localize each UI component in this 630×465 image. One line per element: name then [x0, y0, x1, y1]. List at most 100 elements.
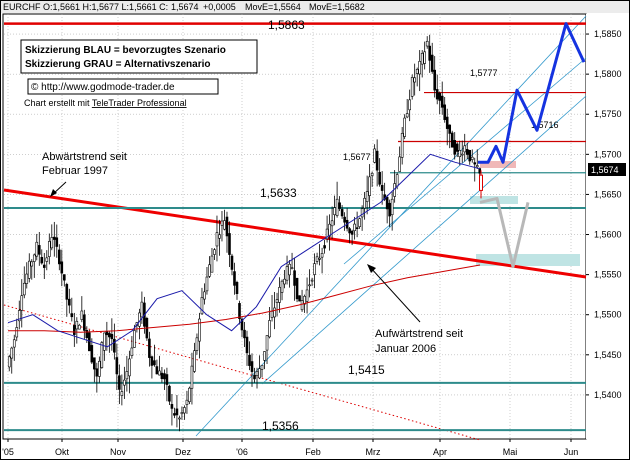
candle-body — [433, 69, 437, 91]
candle-body — [460, 153, 464, 156]
candle-body — [60, 261, 64, 274]
candle-body — [270, 311, 274, 318]
candle-body — [210, 255, 214, 273]
candle-body — [283, 278, 286, 285]
candle-body — [22, 282, 26, 296]
candle-body — [88, 332, 91, 352]
header-strip — [1, 1, 629, 13]
x-tick-label: '06 — [236, 447, 248, 457]
candle-body — [245, 336, 249, 354]
x-tick-label: Dez — [175, 447, 192, 457]
y-tick-label: 1,5800 — [594, 69, 622, 79]
candle-body — [363, 197, 366, 209]
candle-body — [365, 191, 369, 202]
candle-body — [85, 329, 89, 339]
level-label: 1,5415 — [348, 363, 385, 377]
x-tick-label: '05 — [2, 447, 14, 457]
header-symbol: EURCHF O:1,5661 H:1,5677 L:1,5661 C: — [3, 2, 168, 12]
candle-body — [455, 143, 459, 152]
candle-body — [278, 287, 281, 303]
candle-body — [125, 371, 129, 380]
candle-body — [178, 417, 181, 420]
candle-body — [430, 54, 434, 72]
candle-body — [250, 361, 254, 372]
scenario-gray-path — [479, 196, 530, 269]
candle-body — [445, 116, 449, 129]
candle-body — [273, 307, 276, 318]
credit-prefix: Chart erstellt mit — [24, 98, 92, 108]
candle-body — [378, 171, 381, 185]
candle-body — [205, 276, 209, 292]
candle-body — [280, 280, 284, 293]
candle-body — [7, 356, 11, 368]
candle-body — [160, 372, 164, 379]
candle-body — [450, 132, 454, 148]
uptrend-arrow-shaft — [369, 266, 421, 323]
candle-body — [155, 366, 159, 375]
candle-body — [113, 338, 116, 353]
candle-body — [230, 255, 234, 270]
candle-body — [435, 89, 439, 100]
candle-body — [405, 113, 409, 118]
candle-body — [298, 295, 301, 302]
candle-body — [340, 209, 344, 217]
candle-body — [315, 256, 319, 262]
candle-body — [218, 234, 221, 239]
candle-body-last — [479, 174, 483, 191]
horizontal-levels: 1,5863 1,5777 1,5716 1,5677 1,5633 1,5415 1,53… — [4, 18, 586, 433]
candle-body — [50, 237, 54, 249]
candle-body — [265, 335, 269, 351]
candle-body — [310, 279, 314, 282]
candle-body — [83, 314, 86, 331]
candle-body — [27, 260, 31, 279]
credit-text: Chart erstellt mit TeleTrader Profession… — [24, 98, 187, 108]
ma-short-blue-line — [7, 153, 481, 348]
candle-body — [410, 77, 414, 97]
candle-body — [440, 95, 444, 108]
candle-body — [423, 51, 426, 64]
candle-body — [370, 172, 374, 176]
candle-body — [420, 52, 424, 65]
copyright-text: © http://www.godmode-trader.de — [31, 82, 175, 93]
candle-body — [238, 303, 241, 320]
header-ma1: MovE=1,5564 — [245, 2, 301, 12]
candle-body — [188, 387, 191, 402]
candle-body — [110, 333, 114, 340]
x-tick-label: Jun — [564, 447, 579, 457]
candle-body — [25, 273, 29, 284]
candle-body — [118, 375, 121, 390]
y-tick-label: 1,5400 — [594, 390, 622, 400]
candle-body — [215, 232, 219, 247]
candle-body — [68, 298, 71, 306]
candle-body — [140, 301, 144, 318]
level-label: 1,5356 — [262, 419, 299, 433]
candle-body — [403, 117, 406, 137]
candle-body — [17, 310, 21, 322]
candle-body — [355, 227, 359, 229]
candle-body — [413, 77, 416, 83]
x-tick-label: Okt — [55, 447, 70, 457]
candle-body — [243, 329, 246, 339]
candle-body — [213, 249, 216, 255]
candle-body — [360, 208, 364, 218]
candle-body — [285, 266, 289, 281]
candle-body — [120, 391, 124, 396]
x-tick-label: Mrz — [366, 447, 381, 457]
candle-body — [37, 245, 41, 255]
candle-body — [150, 356, 154, 366]
candle-body — [400, 132, 404, 158]
candle-body — [45, 257, 49, 262]
candle-body — [475, 165, 479, 168]
x-tick-label: Mai — [503, 447, 518, 457]
x-tick-label: Nov — [110, 447, 127, 457]
candle-body — [200, 297, 204, 315]
candle-body — [203, 291, 206, 300]
credit-link[interactable]: TeleTrader Professional — [92, 98, 187, 108]
candle-body — [123, 379, 126, 386]
candle-body — [425, 40, 429, 47]
scenario-blue-path — [478, 22, 586, 164]
candle-body — [253, 374, 256, 380]
candle-body — [468, 150, 472, 162]
candle-body — [330, 220, 334, 227]
